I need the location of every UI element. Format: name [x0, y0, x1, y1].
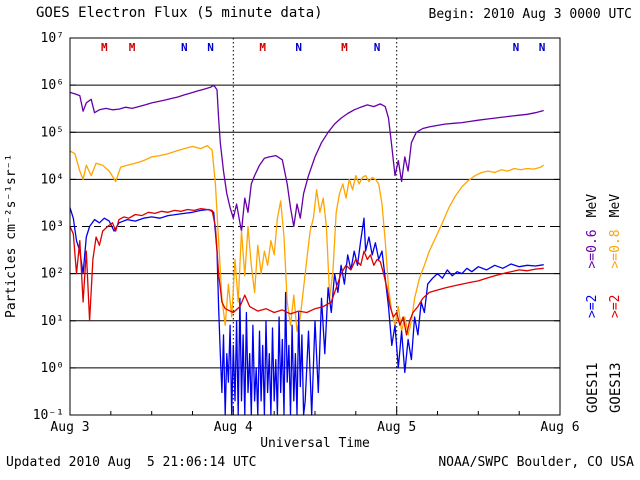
satellite-noon-marker: N [513, 41, 520, 54]
legend-goes13-mev-unit: MeV [608, 193, 623, 218]
x-tick-label: Aug 3 [50, 420, 89, 435]
satellite-name-goes11: GOES11 [585, 362, 601, 413]
legend-goes13: >=2 >=0.8 MeV [608, 194, 623, 318]
satellite-noon-marker: N [374, 41, 381, 54]
y-tick-label: 10⁶ [41, 78, 64, 93]
satellite-name-goes13: GOES13 [608, 362, 624, 413]
x-tick-label: Aug 6 [540, 420, 579, 435]
series-goes11-e2 [69, 207, 544, 416]
legend-goes11-2mev-label: >=2 [585, 294, 600, 318]
y-tick-label: 10³ [41, 220, 64, 235]
y-tick-label: 10⁴ [41, 172, 64, 187]
satellite-midnight-marker: M [101, 41, 108, 54]
satellite-noon-marker: N [181, 41, 188, 54]
satellite-noon-marker: N [207, 41, 214, 54]
legend-goes13-2mev-label: >=2 [608, 294, 623, 318]
satellite-noon-marker: N [539, 41, 546, 54]
legend-goes11-mev-unit: MeV [585, 193, 600, 218]
series-goes13-e2 [69, 207, 544, 336]
y-tick-label: 10⁵ [41, 125, 64, 140]
satellite-midnight-marker: M [341, 41, 348, 54]
legend-goes11: >=2 >=0.6 MeV [585, 194, 600, 318]
legend-goes11-06mev-label: >=0.6 [585, 229, 600, 269]
y-tick-label: 10⁰ [41, 361, 64, 376]
x-tick-label: Aug 5 [377, 420, 416, 435]
credit-text: NOAA/SWPC Boulder, CO USA [438, 455, 634, 470]
page-title: GOES Electron Flux (5 minute data) [36, 5, 323, 21]
satellite-midnight-marker: M [259, 41, 266, 54]
legend-goes13-08mev-label: >=0.8 [608, 229, 623, 269]
y-tick-label: 10² [41, 267, 64, 282]
satellite-noon-marker: N [295, 41, 302, 54]
updated-timestamp: Updated 2010 Aug 5 21:06:14 UTC [6, 455, 257, 470]
y-tick-label: 10⁻¹ [33, 408, 64, 423]
y-axis-label: Particles cm⁻²s⁻¹sr⁻¹ [4, 153, 19, 318]
satellite-midnight-marker: M [129, 41, 136, 54]
plot-frame [69, 37, 561, 416]
begin-timestamp: Begin: 2010 Aug 3 0000 UTC [428, 7, 633, 22]
x-axis-label: Universal Time [260, 436, 370, 451]
series-goes13-e08 [69, 144, 545, 336]
y-tick-label: 10¹ [41, 314, 64, 329]
x-tick-label: Aug 4 [214, 420, 253, 435]
series-goes11-e06 [69, 84, 544, 232]
y-tick-label: 10⁷ [41, 31, 64, 46]
